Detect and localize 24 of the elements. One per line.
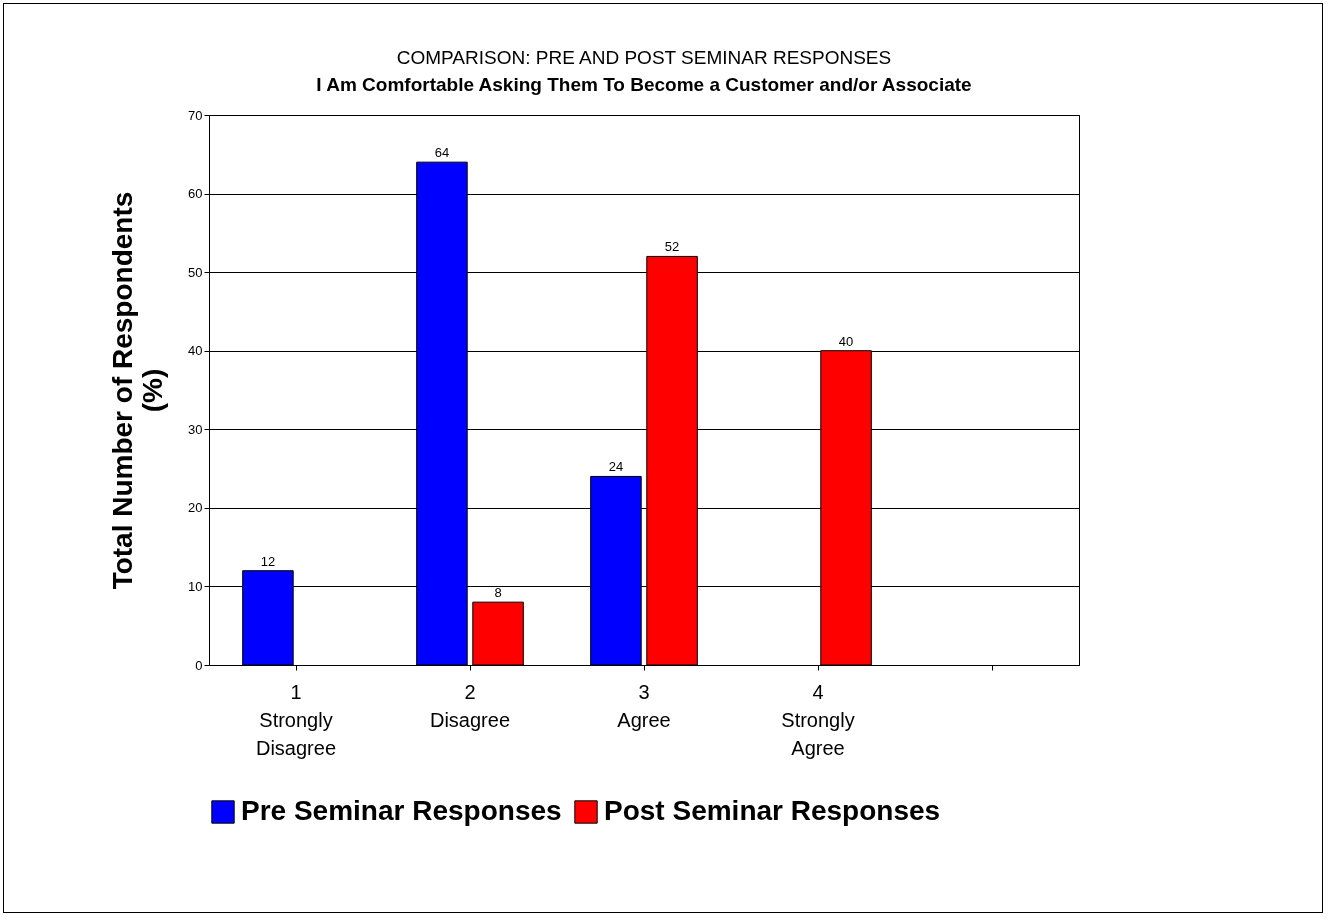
bar bbox=[472, 601, 524, 666]
data-label: 24 bbox=[608, 459, 624, 475]
y-tick-label: 50 bbox=[188, 264, 203, 280]
x-tick-label: 3 Agree bbox=[617, 680, 671, 731]
data-label: 52 bbox=[664, 239, 680, 255]
chart-subtitle: I Am Comfortable Asking Them To Become a Customer and/or Associate bbox=[316, 74, 972, 95]
legend-label: Post Seminar Responses bbox=[604, 795, 941, 826]
y-axis-title: Total Number of Respondents (%) bbox=[107, 191, 169, 590]
y-tick-label: 30 bbox=[188, 421, 203, 437]
y-tick-label: 60 bbox=[188, 186, 203, 202]
data-label: 12 bbox=[260, 553, 276, 569]
legend-label: Pre Seminar Responses bbox=[241, 795, 562, 826]
y-tick-label: 10 bbox=[188, 578, 203, 594]
x-tick-label: 2 Disagree bbox=[429, 680, 511, 731]
x-tick-label: 4 Strongly Agree bbox=[781, 680, 855, 759]
data-label: 8 bbox=[494, 585, 502, 601]
y-tick-label: 20 bbox=[188, 500, 203, 516]
y-tick-label: 0 bbox=[195, 657, 203, 673]
x-tick-label: 1 Strongly Disagree bbox=[255, 680, 337, 759]
chart-title: COMPARISON: PRE AND POST SEMINAR RESPONSES bbox=[396, 47, 892, 68]
y-tick-label: 40 bbox=[188, 343, 203, 359]
data-label: 64 bbox=[434, 145, 450, 161]
data-label: 40 bbox=[838, 333, 854, 349]
y-tick-label: 70 bbox=[188, 107, 203, 123]
